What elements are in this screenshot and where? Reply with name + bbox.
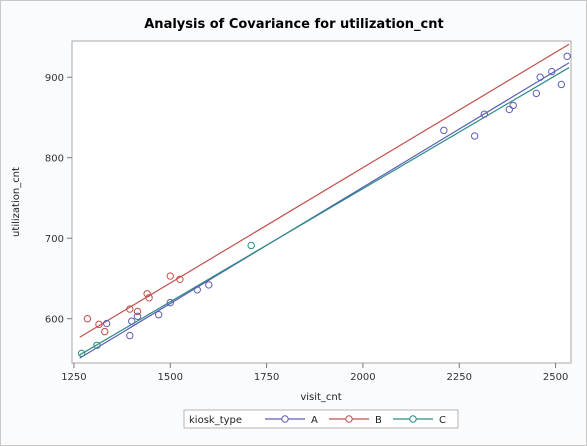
x-axis: 1250 1500 1750 2000 2250 2500 <box>61 363 568 383</box>
x-axis-label: visit_cnt <box>300 392 341 403</box>
point-a <box>205 281 213 289</box>
fit-line-a <box>79 62 570 359</box>
x-tick-label: 1750 <box>254 372 279 383</box>
legend-marker-c <box>409 415 417 423</box>
point-c <box>77 349 86 358</box>
legend: kiosk_type A B C <box>183 409 459 429</box>
point-b <box>166 272 174 280</box>
point-b <box>143 290 151 298</box>
point-b <box>126 305 134 313</box>
legend-marker-a <box>281 415 289 423</box>
point-a <box>470 132 479 140</box>
fit-line-b <box>79 43 570 338</box>
point-a <box>509 101 517 110</box>
point-a <box>536 73 544 81</box>
legend-title: kiosk_type <box>189 415 242 426</box>
point-a <box>532 89 541 98</box>
x-tick-label: 2000 <box>350 372 375 383</box>
point-a <box>193 286 201 294</box>
point-a <box>154 311 163 319</box>
x-tick-label: 2250 <box>447 372 472 383</box>
legend-label-a: A <box>311 415 318 426</box>
y-tick-label: 800 <box>45 154 64 165</box>
point-c <box>247 241 255 250</box>
point-a <box>548 67 556 76</box>
point-a <box>166 298 174 307</box>
point-a <box>505 105 514 114</box>
point-b <box>176 275 184 283</box>
point-b <box>101 327 109 336</box>
point-a <box>102 319 111 328</box>
y-axis: 600 700 800 900 <box>45 73 72 326</box>
legend-box <box>183 409 459 429</box>
legend-marker-b <box>345 415 353 423</box>
y-tick-label: 700 <box>45 234 64 245</box>
legend-entries: A B C <box>265 415 446 426</box>
point-b <box>145 294 153 302</box>
point-a <box>563 52 571 60</box>
x-tick-label: 2500 <box>543 372 568 383</box>
data-points <box>77 52 571 358</box>
y-axis-label: utilization_cnt <box>11 167 22 237</box>
legend-label-b: B <box>375 415 382 426</box>
chart-title: Analysis of Covariance for utilization_c… <box>144 17 443 32</box>
y-tick-label: 600 <box>45 315 64 326</box>
x-tick-label: 1250 <box>61 372 86 383</box>
point-a <box>133 312 142 321</box>
legend-label-c: C <box>439 415 446 426</box>
point-a <box>128 317 136 325</box>
point-b <box>133 307 142 316</box>
point-c <box>93 341 101 349</box>
x-tick-label: 1500 <box>158 372 183 383</box>
point-a <box>126 331 134 340</box>
point-a <box>557 80 566 89</box>
point-b <box>95 320 103 329</box>
point-a <box>440 126 448 135</box>
point-a <box>480 110 489 118</box>
y-tick-label: 900 <box>45 73 64 84</box>
plot-area <box>71 40 572 364</box>
point-b <box>83 315 92 323</box>
